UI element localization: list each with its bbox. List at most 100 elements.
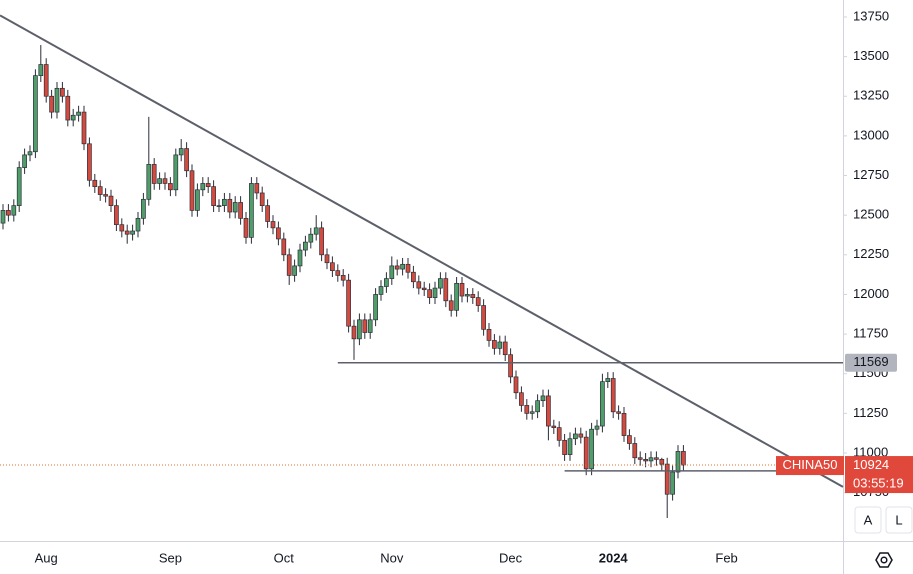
trend-line bbox=[0, 14, 844, 488]
candle-body bbox=[249, 183, 254, 238]
candle-body bbox=[416, 281, 422, 289]
candle-body bbox=[357, 319, 362, 340]
candle-body bbox=[367, 319, 373, 333]
candle-body bbox=[470, 294, 476, 298]
candle-body bbox=[378, 286, 384, 295]
candle-body bbox=[205, 183, 211, 187]
x-tick-label: Sep bbox=[159, 550, 182, 565]
candle-body bbox=[254, 183, 260, 194]
candle-body bbox=[162, 178, 168, 184]
candle-body bbox=[513, 376, 519, 394]
candle-body bbox=[54, 87, 60, 113]
symbol-box bbox=[776, 456, 844, 476]
y-tick-label: 12000 bbox=[853, 286, 889, 301]
candle-body bbox=[675, 451, 681, 473]
overlays: 11569 CHINA50 10924 03:55:19 A L bbox=[776, 353, 913, 534]
candle-body bbox=[222, 198, 227, 206]
y-tick-label: 13250 bbox=[853, 88, 889, 103]
candle-body bbox=[330, 262, 335, 272]
candle-body bbox=[303, 241, 308, 251]
candle-body bbox=[124, 230, 130, 235]
plot-area bbox=[0, 14, 844, 519]
candle-body bbox=[681, 451, 686, 466]
candle-body bbox=[567, 438, 573, 455]
y-tick-label: 13000 bbox=[853, 127, 889, 142]
scale-button[interactable] bbox=[885, 506, 913, 534]
candle-body bbox=[6, 210, 11, 216]
candle-body bbox=[103, 194, 108, 197]
candle-body bbox=[346, 279, 351, 327]
candle-body bbox=[11, 205, 17, 216]
candle-body bbox=[605, 378, 611, 382]
candle-body bbox=[146, 164, 152, 200]
countdown-label: 03:55:19 bbox=[853, 475, 904, 490]
candle-body bbox=[670, 471, 675, 495]
candle-body bbox=[454, 282, 459, 311]
candle-body bbox=[216, 205, 222, 207]
candle-body bbox=[529, 411, 535, 414]
candle-body bbox=[292, 265, 297, 276]
candle-body bbox=[157, 178, 162, 184]
y-tick-label: 12250 bbox=[853, 246, 889, 261]
candle-body bbox=[616, 411, 621, 414]
candle-body bbox=[108, 195, 114, 206]
candle-body bbox=[286, 254, 292, 276]
candle-body bbox=[281, 238, 287, 256]
candle-body bbox=[551, 425, 557, 428]
candle-body bbox=[594, 425, 600, 430]
candle-body bbox=[340, 275, 346, 281]
candle-body bbox=[411, 271, 416, 283]
candle-body bbox=[135, 217, 141, 232]
candle-body bbox=[184, 148, 189, 172]
candle-body bbox=[211, 186, 216, 206]
scale-button-label[interactable]: L bbox=[895, 512, 902, 527]
candle-body bbox=[200, 183, 206, 191]
candle-body bbox=[65, 95, 71, 121]
symbol-label: CHINA50 bbox=[783, 457, 838, 472]
candle-body bbox=[632, 443, 638, 459]
candle-body bbox=[556, 427, 562, 441]
candle-body bbox=[335, 270, 341, 276]
candle-body bbox=[438, 278, 443, 289]
candle-body bbox=[583, 436, 589, 470]
candle-body bbox=[389, 265, 395, 279]
candle-body bbox=[643, 458, 648, 462]
candle-body bbox=[524, 405, 530, 414]
y-tick-label: 11000 bbox=[853, 444, 888, 459]
x-tick-label: Oct bbox=[274, 550, 295, 565]
candle-body bbox=[265, 205, 270, 222]
candle-body bbox=[351, 325, 357, 340]
x-tick-label: 2024 bbox=[599, 550, 629, 565]
gear-outline bbox=[875, 552, 893, 568]
candle-body bbox=[313, 227, 319, 235]
candle-body bbox=[38, 64, 44, 76]
candle-body bbox=[475, 297, 481, 306]
candle-body bbox=[119, 224, 125, 232]
y-tick-label: 13750 bbox=[853, 8, 889, 23]
candle-body bbox=[76, 111, 81, 116]
candle-body bbox=[232, 202, 238, 213]
candle-body bbox=[22, 154, 27, 168]
candle-body bbox=[49, 95, 54, 113]
scale-button[interactable] bbox=[854, 506, 882, 534]
y-tick-label: 12500 bbox=[853, 207, 889, 222]
candle-body bbox=[448, 300, 454, 311]
candle-body bbox=[664, 463, 670, 495]
candle-body bbox=[400, 263, 405, 270]
settings-icon[interactable] bbox=[875, 552, 893, 568]
candle-body bbox=[459, 282, 465, 297]
candle-body bbox=[384, 278, 389, 287]
candle-body bbox=[43, 64, 49, 97]
candle-body bbox=[497, 341, 503, 349]
candle-body bbox=[27, 151, 33, 156]
scale-button-label[interactable]: A bbox=[864, 512, 873, 527]
candle-body bbox=[297, 249, 303, 267]
candle-body bbox=[168, 183, 173, 191]
candle-body bbox=[578, 433, 584, 438]
candle-body bbox=[540, 395, 546, 402]
candle-body bbox=[238, 202, 243, 219]
candle-body bbox=[394, 265, 400, 270]
candle-body bbox=[33, 75, 38, 153]
candle-body bbox=[373, 294, 378, 321]
